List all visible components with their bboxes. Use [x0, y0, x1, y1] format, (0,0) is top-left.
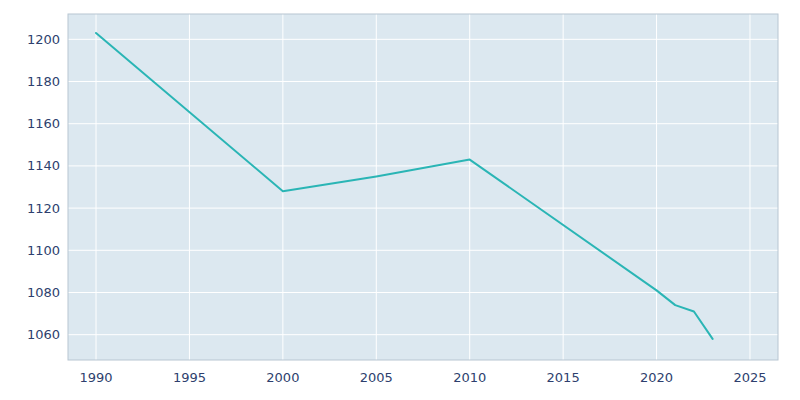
y-tick-label: 1100 — [27, 243, 60, 258]
chart-container: 1990 1995 2000 2005 2010 2015 2020 2025 1060 1080… — [0, 0, 800, 400]
x-tick-label: 2020 — [640, 370, 673, 385]
x-grid-line — [749, 14, 750, 360]
grid — [68, 14, 778, 360]
x-tick-label: 1990 — [79, 370, 112, 385]
y-grid-line — [68, 81, 778, 82]
y-grid-line — [68, 208, 778, 209]
y-grid-line — [68, 250, 778, 251]
chart-svg: 1990 1995 2000 2005 2010 2015 2020 2025 1060 1080… — [0, 0, 800, 400]
y-tick-label: 1080 — [27, 285, 60, 300]
y-grid-line — [68, 292, 778, 293]
x-tick-label: 2025 — [733, 370, 766, 385]
y-tick-label: 1120 — [27, 201, 60, 216]
x-tick-label: 2015 — [547, 370, 580, 385]
y-tick-label: 1060 — [27, 327, 60, 342]
x-grid-line — [376, 14, 377, 360]
data-line — [96, 33, 713, 339]
x-tick-label: 1995 — [173, 370, 206, 385]
y-grid-line — [68, 165, 778, 166]
y-grid-line — [68, 123, 778, 124]
x-grid-line — [282, 14, 283, 360]
x-grid-line — [563, 14, 564, 360]
y-grid-line — [68, 334, 778, 335]
y-tick-label: 1200 — [27, 32, 60, 47]
x-tick-label: 2010 — [453, 370, 486, 385]
plot-background — [68, 14, 778, 360]
x-tick-label: 2000 — [266, 370, 299, 385]
data-layer — [96, 33, 713, 339]
y-grid-line — [68, 39, 778, 40]
plot-frame — [68, 14, 778, 360]
y-tick-label: 1140 — [27, 158, 60, 173]
y-tick-label: 1180 — [27, 74, 60, 89]
x-grid-line — [469, 14, 470, 360]
tick-labels: 1990 1995 2000 2005 2010 2015 2020 2025 1060 1080… — [27, 32, 767, 385]
x-grid-line — [96, 14, 97, 360]
y-tick-label: 1160 — [27, 116, 60, 131]
x-tick-label: 2005 — [360, 370, 393, 385]
x-grid-line — [189, 14, 190, 360]
x-grid-line — [656, 14, 657, 360]
